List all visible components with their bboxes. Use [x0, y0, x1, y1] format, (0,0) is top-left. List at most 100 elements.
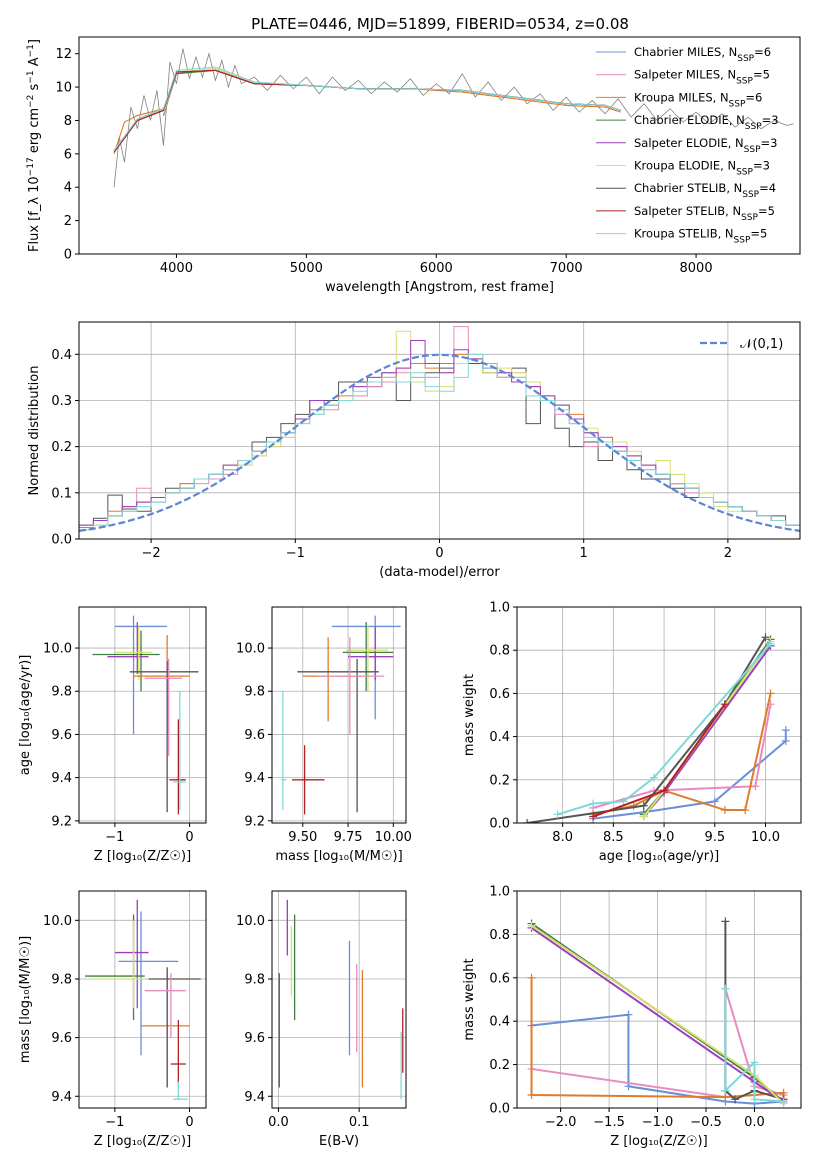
- weight-marker: [639, 801, 648, 810]
- x-tick-label: 9.0: [654, 830, 675, 845]
- label-part: SSP: [737, 54, 754, 64]
- label-part: SSP: [742, 190, 759, 200]
- weight-marker: [751, 782, 760, 791]
- y-tick-label: 4: [64, 181, 72, 196]
- y-tick-label: 0.4: [489, 1015, 510, 1030]
- y-tick-label: 9.4: [244, 771, 265, 786]
- label-part: Kroupa ELODIE, N: [634, 159, 736, 173]
- label-part: mass weight: [462, 958, 477, 1040]
- y-tick-label: 12: [55, 47, 72, 62]
- x-tick-label: 0.0: [744, 1115, 765, 1130]
- x-axis-label: Z [log₁₀(Z/Z☉)]: [94, 1134, 191, 1149]
- weight-marker: [619, 797, 628, 806]
- axes-frame: [78, 890, 207, 1109]
- x-tick-label: 6000: [420, 261, 453, 276]
- label-part: SSP: [736, 77, 753, 87]
- plot-area: [523, 633, 790, 823]
- label-part: Normed distribution: [27, 366, 42, 496]
- axes-frame: [271, 606, 407, 824]
- label-part: Chabrier ELODIE, N: [634, 113, 745, 127]
- y-tick-label: 8: [64, 114, 72, 129]
- y-axis-label: Normed distribution: [27, 366, 42, 496]
- label-part: −1: [26, 70, 36, 83]
- y-tick-label: 1.0: [489, 601, 510, 616]
- y-tick-label: 0.6: [489, 971, 510, 986]
- x-tick-label: −2: [142, 546, 161, 561]
- y-axis-label: age [log₁₀(age/yr)]: [18, 655, 33, 776]
- y-tick-label: 10.0: [43, 642, 72, 657]
- legend-label: Salpeter ELODIE, NSSP=3: [634, 136, 777, 155]
- x-tick-label: −1.5: [593, 1115, 625, 1130]
- plot-area: [281, 615, 401, 815]
- y-tick-label: 10: [55, 81, 72, 96]
- x-tick-label: 5000: [290, 261, 323, 276]
- y-tick-label: 0.6: [489, 687, 510, 702]
- legend-label: Kroupa ELODIE, NSSP=3: [634, 159, 770, 178]
- weight-marker: [624, 1010, 633, 1019]
- model-line-8: [113, 66, 621, 151]
- weight-marker: [523, 819, 532, 823]
- y-tick-label: 0.8: [489, 644, 510, 659]
- weight-marker: [629, 801, 638, 810]
- panel-age-vs-Z: −1 0 9.2 9.4 9.6 9.8 10.0 Z [log₁₀(Z/Z☉)] age [l…: [18, 606, 207, 864]
- y-tick-label: 9.6: [244, 728, 265, 743]
- label-part: −1: [26, 44, 36, 57]
- weight-marker: [721, 1086, 730, 1095]
- label-part: =3: [761, 136, 778, 150]
- y-tick-label: 9.8: [244, 972, 265, 987]
- plot-area: [278, 899, 404, 1100]
- label-part: mass [log₁₀(M/M☉)]: [18, 936, 33, 1063]
- label-part: Chabrier MILES, N: [634, 45, 737, 59]
- legend-label: Salpeter STELIB, NSSP=5: [634, 204, 775, 223]
- weight-marker: [720, 700, 729, 709]
- x-axis-label: age [log₁₀(age/yr)]: [599, 849, 720, 864]
- y-tick-label: 6: [64, 147, 72, 162]
- legend-label: Chabrier MILES, NSSP=6: [634, 45, 771, 64]
- x-tick-label: 9.50: [288, 830, 317, 845]
- axes-frame: [78, 36, 801, 255]
- y-tick-label: 9.8: [51, 685, 72, 700]
- legend-label: Kroupa STELIB, NSSP=5: [634, 227, 767, 246]
- label-part: ]: [27, 39, 42, 44]
- y-tick-label: 0.2: [489, 773, 510, 788]
- label-part: Flux [f_λ 10: [27, 176, 42, 252]
- x-tick-label: 4000: [160, 261, 193, 276]
- weight-marker: [766, 639, 775, 648]
- y-axis-label: Flux [f_λ 10−17 erg cm−2 s−1 A−1]: [26, 39, 42, 252]
- plot-area: [92, 615, 199, 815]
- weight-marker: [589, 812, 598, 821]
- weight-marker: [766, 689, 775, 698]
- y-tick-label: 9.8: [51, 972, 72, 987]
- label-part: Salpeter STELIB, N: [634, 204, 741, 218]
- label-part: =5: [753, 68, 770, 82]
- label-part: Kroupa STELIB, N: [634, 227, 734, 241]
- label-part: Salpeter ELODIE, N: [634, 136, 744, 150]
- x-tick-label: −1: [105, 830, 124, 845]
- x-tick-label: 0.1: [349, 1115, 370, 1130]
- weight-line-2: [592, 693, 772, 816]
- y-axis-label: mass weight: [462, 958, 477, 1040]
- x-axis-label: Z [log₁₀(Z/Z☉)]: [610, 1134, 707, 1149]
- plot-area: [79, 326, 800, 532]
- label-part: SSP: [741, 213, 758, 223]
- weight-marker: [721, 917, 730, 926]
- figure-title: PLATE=0446, MJD=51899, FIBERID=0534, z=0…: [251, 15, 629, 33]
- weight-marker: [750, 1095, 759, 1104]
- x-tick-label: 10.0: [751, 830, 780, 845]
- x-tick-label: 8.0: [552, 830, 573, 845]
- x-tick-label: 9.5: [704, 830, 725, 845]
- y-tick-label: 9.6: [51, 1031, 72, 1046]
- weight-marker: [731, 1095, 740, 1104]
- y-tick-label: 9.6: [244, 1031, 265, 1046]
- y-tick-label: 2: [64, 214, 72, 229]
- label-part: SSP: [745, 122, 762, 132]
- plot-area: [527, 917, 788, 1108]
- weight-marker: [741, 806, 750, 815]
- y-tick-label: 10.0: [236, 914, 265, 929]
- x-axis-label: E(B-V): [319, 1134, 359, 1149]
- y-axis-label: mass [log₁₀(M/M☉)]: [18, 936, 33, 1063]
- x-tick-label: 0: [435, 546, 443, 561]
- axes-frame: [516, 890, 802, 1109]
- label-part: =5: [750, 227, 767, 241]
